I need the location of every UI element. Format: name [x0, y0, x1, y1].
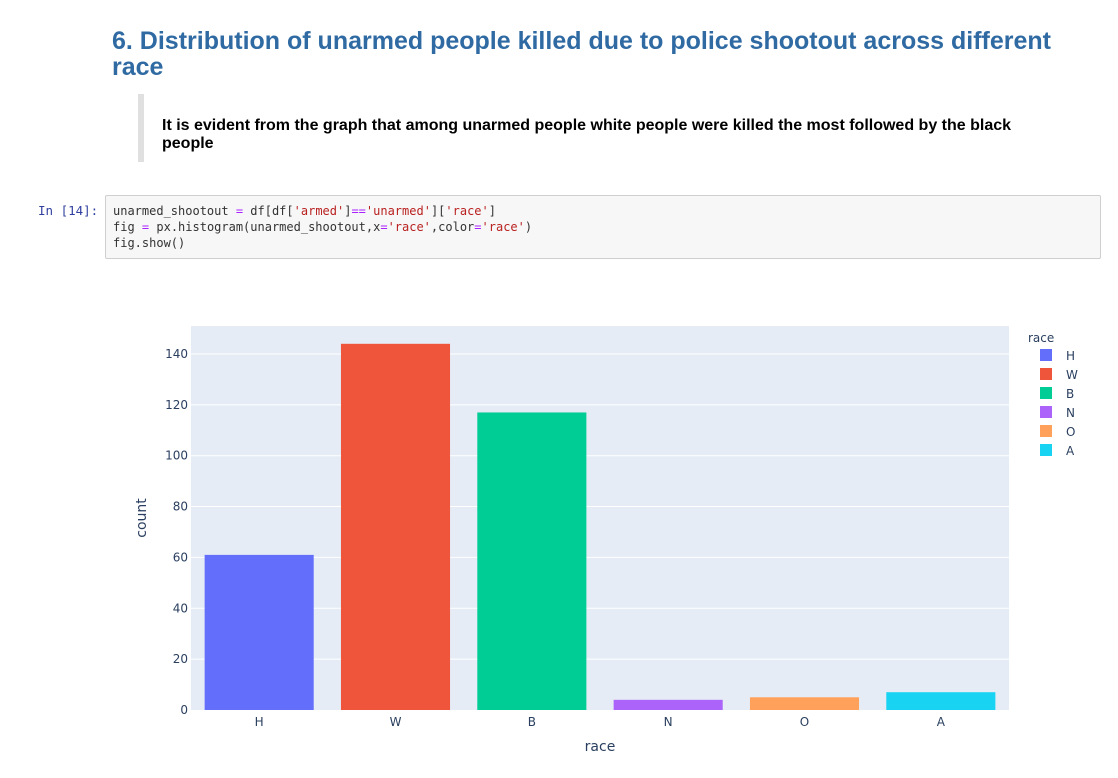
code-line: unarmed_shootout = df[df['armed']=='unar… — [113, 203, 532, 219]
section-heading: 6. Distribution of unarmed people killed… — [112, 27, 1051, 81]
code-token: ] — [488, 204, 496, 218]
code-line: fig.show() — [113, 235, 532, 251]
bar-A[interactable] — [886, 692, 996, 710]
y-tick-label: 20 — [173, 652, 188, 666]
code-token: 'armed' — [293, 204, 345, 218]
code-token: 'race' — [481, 220, 525, 234]
summary-text: It is evident from the graph that among … — [162, 117, 1012, 152]
code-token: == — [351, 204, 366, 218]
code-line: fig = px.histogram(unarmed_shootout,x='r… — [113, 219, 532, 235]
x-tick-label: O — [800, 715, 809, 729]
x-tick-label: H — [255, 715, 264, 729]
x-tick-label: W — [390, 715, 402, 729]
y-tick-label: 60 — [173, 550, 188, 564]
x-axis-title: race — [585, 739, 616, 755]
legend-swatch[interactable] — [1040, 406, 1052, 418]
code-token: 'race' — [445, 204, 489, 218]
y-tick-label: 140 — [165, 347, 188, 361]
code-token: ,color — [430, 220, 475, 234]
code-token: ][ — [430, 204, 446, 218]
code-token: ) — [524, 220, 533, 234]
code-token: fig.show() — [113, 236, 186, 250]
legend-swatch[interactable] — [1040, 444, 1052, 456]
legend-swatch[interactable] — [1040, 425, 1052, 437]
y-tick-label: 100 — [165, 449, 188, 463]
x-tick-label: A — [937, 715, 946, 729]
legend-swatch[interactable] — [1040, 387, 1052, 399]
code-token: = — [380, 220, 388, 234]
plot-area — [191, 326, 1009, 710]
code-token: unarmed_shootout — [113, 204, 236, 218]
code-text[interactable]: unarmed_shootout = df[df['armed']=='unar… — [113, 203, 532, 251]
bar-H[interactable] — [204, 554, 314, 710]
summary-blockquote: It is evident from the graph that among … — [138, 94, 1074, 162]
code-token: = — [235, 204, 244, 218]
code-token: ] — [344, 204, 352, 218]
code-token: 'race' — [387, 220, 431, 234]
x-tick-label: N — [664, 715, 673, 729]
legend-label: A — [1066, 444, 1075, 458]
legend-swatch[interactable] — [1040, 349, 1052, 361]
code-token: px.histogram(unarmed_shootout,x — [149, 220, 381, 234]
y-tick-label: 120 — [165, 398, 188, 412]
code-token: = — [474, 220, 482, 234]
legend-title: race — [1028, 331, 1054, 345]
cell-prompt: In [14]: — [38, 203, 99, 218]
bar-W[interactable] — [340, 343, 451, 710]
code-token: fig — [113, 220, 142, 234]
legend-label: N — [1066, 406, 1075, 420]
bar-B[interactable] — [477, 412, 587, 710]
bar-O[interactable] — [749, 697, 860, 710]
bar-N[interactable] — [613, 699, 723, 710]
code-cell[interactable]: unarmed_shootout = df[df['armed']=='unar… — [105, 195, 1101, 259]
legend-label: W — [1066, 368, 1078, 382]
code-token: = — [141, 220, 150, 234]
x-tick-label: B — [528, 715, 536, 729]
y-tick-label: 40 — [173, 601, 188, 615]
legend-swatch[interactable] — [1040, 368, 1052, 380]
legend-label: O — [1066, 425, 1075, 439]
y-tick-label: 80 — [173, 500, 188, 514]
legend-label: B — [1066, 387, 1074, 401]
code-token: df[df[ — [243, 204, 294, 218]
legend-label: H — [1066, 349, 1075, 363]
y-tick-label: 0 — [180, 703, 188, 717]
code-token: 'unarmed' — [365, 204, 431, 218]
y-axis-title: count — [134, 498, 150, 538]
